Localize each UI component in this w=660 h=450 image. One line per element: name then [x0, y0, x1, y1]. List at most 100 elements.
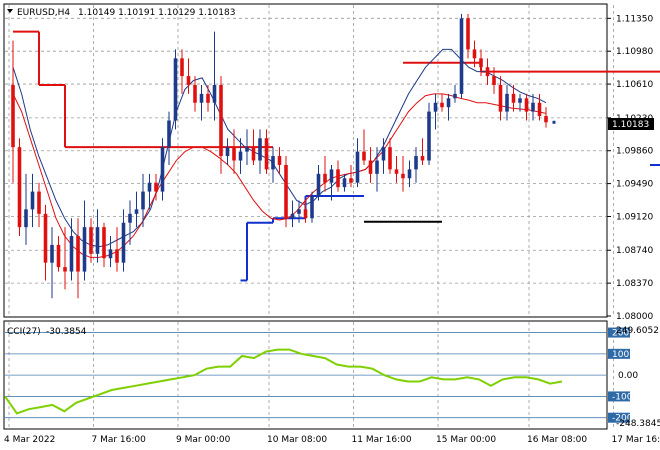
candle-body — [69, 236, 74, 272]
dropdown-triangle-icon[interactable] — [7, 9, 13, 13]
price-tick-label: 1.08370 — [616, 279, 653, 289]
candle-body — [82, 227, 87, 272]
candle-body — [245, 147, 249, 152]
candle-body — [362, 151, 366, 161]
cci-level-label: 100 — [612, 350, 629, 360]
price-tick-label: 1.09120 — [616, 212, 653, 222]
time-tick-label: 17 Mar 16:00 — [612, 435, 660, 445]
candle-body — [472, 49, 477, 59]
candle-body — [63, 267, 67, 272]
cci-line — [4, 348, 563, 415]
candle-body — [160, 147, 165, 192]
candle-body — [355, 151, 360, 183]
candle-body — [505, 93, 509, 112]
candle-body — [193, 84, 197, 103]
cci-level-tag — [608, 348, 630, 359]
time-tick-label: 15 Mar 00:00 — [436, 435, 496, 445]
candle-body — [407, 169, 412, 179]
candle-body — [50, 244, 54, 263]
candle-body — [394, 169, 399, 174]
cci-label: CCI(27) — [7, 327, 41, 337]
cci-axis: 200 100 0.00 -100 -200 — [608, 327, 638, 424]
candle-body — [492, 76, 496, 85]
candle-body — [329, 169, 334, 183]
time-tick-label: 11 Mar 16:00 — [352, 435, 412, 445]
price-grid — [5, 5, 614, 316]
candle-body — [212, 84, 217, 103]
candle-body — [349, 178, 353, 183]
candle-body — [524, 98, 529, 112]
candle-body — [102, 227, 106, 259]
candle-body — [375, 160, 379, 174]
candle-body — [232, 147, 236, 161]
candle-body — [414, 156, 418, 170]
candle-body — [225, 147, 230, 157]
candle-body — [316, 173, 321, 197]
candle-body — [43, 213, 48, 263]
time-tick-label: 7 Mar 16:00 — [92, 435, 147, 445]
candle-body — [108, 249, 113, 259]
slow-moving-average — [12, 93, 547, 258]
candle-body — [199, 93, 204, 103]
price-tick-label: 1.08000 — [616, 312, 653, 322]
candle-body — [433, 102, 438, 112]
candle-body — [17, 147, 22, 228]
candle-body — [303, 209, 308, 219]
candle-body — [446, 98, 451, 108]
last-price-marker — [552, 120, 556, 124]
candle-body — [147, 182, 152, 192]
candle-body — [479, 58, 483, 68]
cci-level-tag — [608, 327, 630, 338]
candle-body — [277, 156, 282, 165]
price-tick-label: 1.09490 — [616, 180, 653, 190]
candle-body — [115, 249, 119, 263]
candle-body — [401, 173, 405, 179]
candle-body — [76, 236, 80, 272]
candle-body — [498, 84, 503, 112]
candle-body — [24, 209, 28, 228]
candle-body — [531, 102, 535, 112]
candle-body — [544, 116, 548, 123]
candle-body — [537, 102, 542, 117]
candle-body — [30, 191, 35, 210]
candle-body — [323, 173, 327, 183]
candle-body — [459, 18, 464, 94]
candle-body — [186, 76, 191, 85]
candle-body — [297, 209, 301, 214]
candle-body — [271, 156, 275, 170]
candle-body — [485, 67, 490, 77]
price-tick-label: 1.08740 — [616, 246, 653, 256]
candle-body — [134, 209, 139, 214]
candle-body — [238, 151, 243, 161]
candle-body — [56, 244, 61, 268]
candle-body — [368, 160, 373, 174]
candle-body — [180, 58, 184, 77]
candle-body — [427, 111, 431, 161]
cci-level-label: 0.00 — [618, 371, 638, 381]
price-tick-label: 1.09860 — [616, 147, 653, 157]
cci-level-tag — [608, 412, 630, 423]
candle-body — [121, 222, 126, 263]
cci-level-label: -200 — [612, 414, 633, 424]
candle-body — [440, 102, 444, 108]
candle-body — [310, 196, 314, 219]
cci-level-label: -100 — [612, 392, 633, 402]
candlesticks — [11, 13, 556, 299]
cci-level-tag — [608, 391, 630, 402]
current-price-tag — [608, 118, 654, 130]
price-tick-label: 1.11350 — [616, 14, 653, 24]
time-tick-label: 16 Mar 08:00 — [527, 435, 587, 445]
time-axis: 4 Mar 2022 7 Mar 16:00 9 Mar 00:00 10 Mar 0… — [4, 435, 660, 445]
candle-body — [284, 164, 288, 219]
candle-body — [11, 84, 15, 148]
candle-body — [258, 138, 262, 161]
cci-line-group — [4, 348, 563, 415]
candle-body — [95, 227, 100, 254]
candle-body — [264, 138, 269, 170]
candle-body — [388, 147, 392, 170]
candle-body — [420, 156, 425, 161]
candle-body — [511, 93, 516, 103]
time-tick-label: 10 Mar 08:00 — [267, 435, 327, 445]
candle-body — [518, 98, 522, 103]
